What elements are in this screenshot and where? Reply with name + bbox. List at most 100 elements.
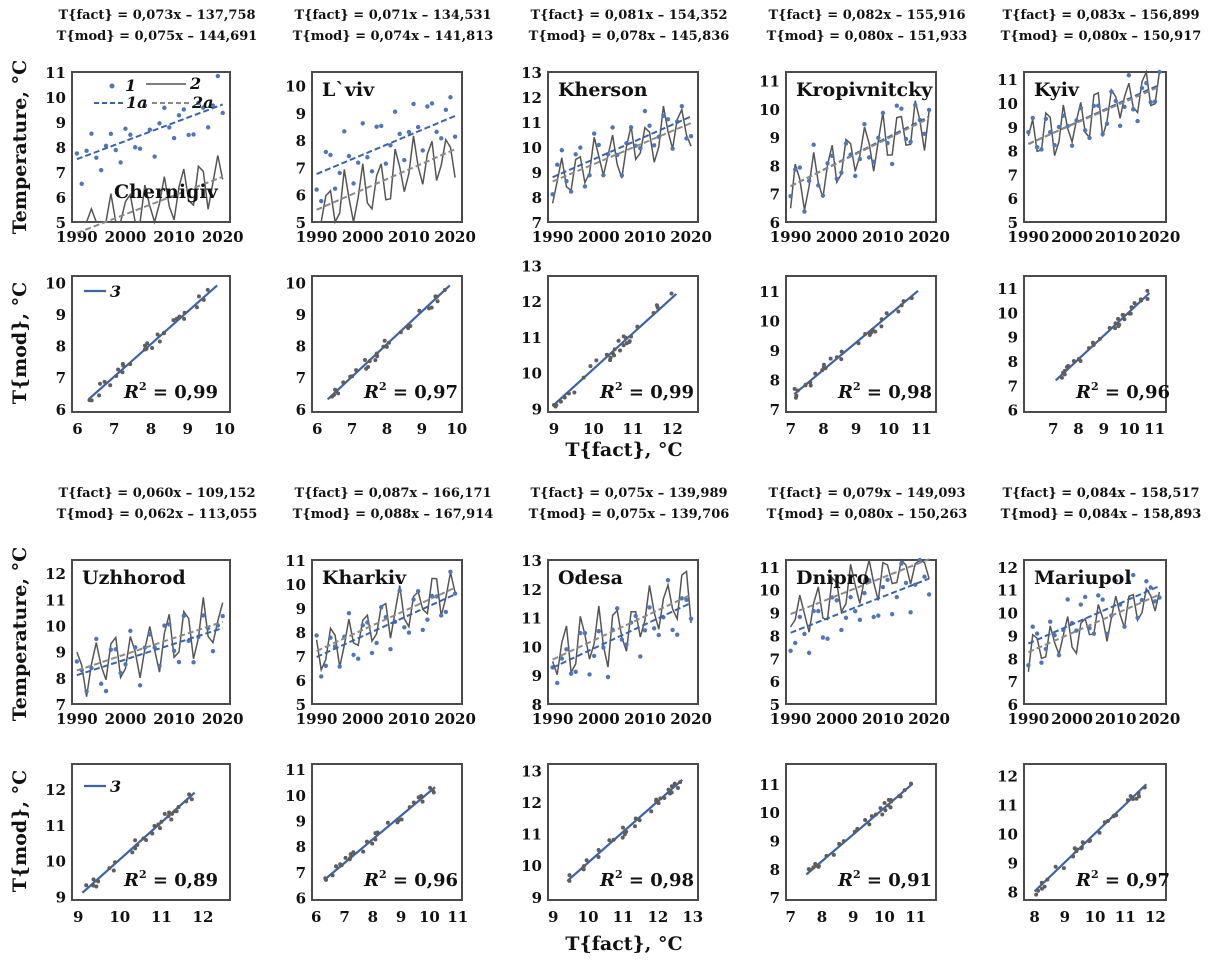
scatter-x-tick: 10 [419,908,440,926]
fit-line [805,782,914,876]
scatter-point [816,864,821,869]
fact-point [876,613,881,618]
scatter-x-tick: 11 [911,420,932,438]
legend-fit-line-label: 3 [110,777,121,796]
time-y-tick: 6 [296,187,306,205]
scatter-point [901,299,906,304]
fact-point [1122,104,1127,110]
time-panel-frame [785,71,937,223]
time-y-tick: 8 [56,670,66,688]
fact-point [922,131,927,136]
scatter-x-tick: 7 [347,420,357,438]
scatter-point [567,878,572,883]
fact-point [402,157,407,163]
scatter-point [863,332,868,337]
scatter-point [803,382,808,387]
fact-point [1078,602,1084,607]
fact-point [1131,107,1136,112]
scatter-point [194,305,199,310]
fact-point [802,209,807,214]
fact-point [1135,118,1140,124]
fact-point [1113,98,1118,104]
fact-point [351,652,356,658]
equation-fact: T{fact} = 0,079x – 149,093 [768,486,965,501]
time-y-tick: 10 [997,605,1018,623]
time-y-tick: 13 [521,64,542,82]
time-x-tick: 1990 [1007,228,1049,246]
fact-point [591,653,597,659]
scatter-point [420,799,425,804]
scatter-point [793,395,798,400]
fact-point [319,198,324,204]
fact-point [1048,619,1053,624]
scatter-point [354,368,359,373]
scatter-point [116,367,121,372]
scatter-point [375,354,380,359]
scatter-y-tick: 8 [56,338,66,356]
scatter-point [839,357,844,362]
fact-point [406,129,412,135]
scatter-panel: 9 10 11 12 9 10 11 12 R2 = 0,89 [45,763,231,926]
scatter-x-tick: 12 [662,420,683,438]
fact-point [402,625,407,630]
fact-point [108,647,114,652]
fact-point [1117,123,1123,129]
fact-point [323,663,329,669]
scatter-panel-frame [311,275,463,413]
scatter-point [884,311,889,316]
time-panel: 1990 2000 2010 2020 5 6 7 8 9 10 L`viv [285,71,476,246]
time-panel: 1990 2000 2010 2020 6 7 8 9 10 11 Kropivnitcky [759,71,950,246]
scatter-y-tick: 10 [45,274,66,292]
scatter-panel: 9 10 11 12 9 10 11 12 13 R2 = 0,99 [521,257,699,438]
scatter-x-tick: 10 [874,908,895,926]
scatter-panel-frame [547,763,699,901]
station-name: Kherson [558,79,648,101]
scatter-y-tick: 9 [770,833,780,851]
scatter-point [823,366,828,371]
fact-point [137,146,143,151]
fact-point [196,100,201,106]
station-panel-1: T{fact} = 0,071x – 134,531 T{mod} = 0,074… [285,8,493,438]
scatter-point [594,358,599,363]
fact-point [94,636,99,642]
fact-point [79,181,84,187]
scatter-point [883,808,888,813]
scatter-y-tick: 9 [770,342,780,360]
scatter-point [581,375,586,380]
time-x-tick: 2020 [1139,228,1181,246]
scatter-point [675,785,680,790]
station-name: Chernigiv [114,181,219,203]
time-y-tick: 9 [1008,627,1018,645]
fact-point [452,134,458,139]
scatter-point [1130,797,1135,802]
scatter-y-tick: 12 [521,293,542,311]
scatter-point [867,332,872,337]
fact-point [118,670,123,676]
scatter-x-tick: 10 [446,420,467,438]
equation-fact: T{fact} = 0,071x – 134,531 [294,8,491,23]
legend-fit-line-label: 3 [110,282,121,301]
equation-fact: T{fact} = 0,083x – 156,899 [1002,8,1199,23]
scatter-point [1134,796,1139,801]
scatter-y-tick: 8 [296,338,306,356]
time-y-axis-title: Temperature, °C [9,60,31,234]
fact-point [346,610,352,616]
fact-point [342,129,347,134]
fact-point [926,107,932,113]
fact-point [379,605,384,610]
fact-point [638,654,643,659]
scatter-y-tick: 11 [521,826,542,844]
scatter-point [166,814,171,819]
fact-point [392,109,398,114]
fact-point [128,628,133,634]
model-series-line [551,105,692,204]
scatter-point [1142,785,1147,790]
scatter-y-tick: 7 [770,401,780,419]
time-y-tick: 9 [770,129,780,147]
model-series-line [1027,69,1161,156]
scatter-point [145,341,150,346]
scatter-point [622,832,627,837]
time-y-tick: 6 [1008,696,1018,714]
scatter-point [382,338,387,343]
fact-point [651,143,657,148]
